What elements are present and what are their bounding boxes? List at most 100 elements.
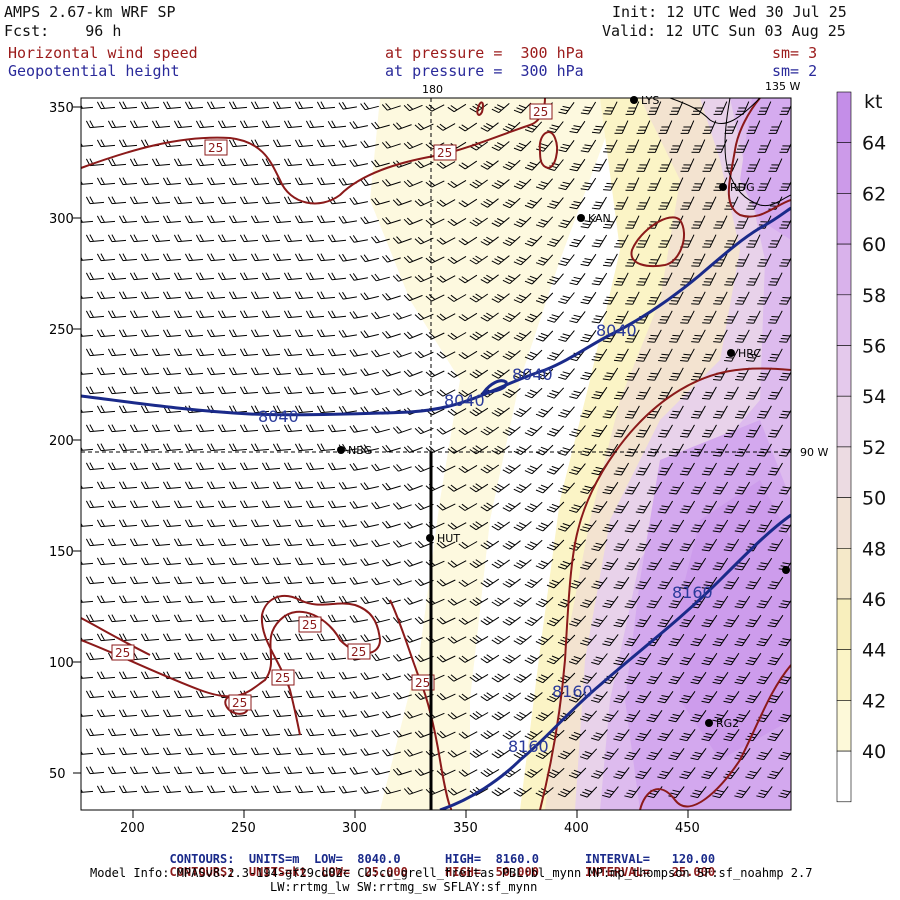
station-marker (577, 214, 585, 222)
footer-speed-high: HIGH= 50.000 (445, 865, 539, 879)
color-scale-label: 44 (862, 640, 886, 662)
height-label-8040-d: 8040 (596, 321, 637, 340)
y-axis: 350 300 250 200 150 100 50 (49, 101, 81, 782)
height-label-8040-c: 8040 (512, 365, 553, 384)
color-scale-swatch (836, 142, 852, 194)
height-label-8160-c: 8160 (508, 737, 549, 756)
map-frame (80, 97, 792, 811)
station-label: LYS (641, 94, 659, 107)
station-marker (426, 534, 434, 542)
field2-level: at pressure = 300 hPa (385, 62, 584, 80)
footer-speed-low: CONTOURS: UNITS=kt LOW= 25.000 (169, 865, 408, 879)
color-scale-label: 48 (862, 538, 886, 560)
x-tick-label: 450 (675, 821, 700, 836)
color-scale-label: 60 (862, 234, 886, 256)
speed-label-25: 25 (302, 618, 317, 632)
color-scale-swatch (836, 750, 852, 803)
color-scale-swatch (836, 395, 852, 448)
height-label-8040-b: 8040 (444, 391, 485, 410)
y-tick-label: 50 (49, 767, 66, 782)
x-tick-label: 350 (453, 821, 478, 836)
meridian-labels: 180 135 W 90 W (422, 80, 828, 459)
x-tick-label: 250 (231, 821, 256, 836)
station-marker (727, 349, 735, 357)
color-scale-swatch (836, 649, 852, 701)
meridian-label-90w: 90 W (800, 446, 828, 459)
station-label: KAN (588, 212, 611, 225)
color-scale-swatch (836, 598, 852, 651)
forecast-hour: Fcst: 96 h (4, 22, 122, 40)
color-scale-label: 52 (862, 437, 886, 459)
color-scale-label: 56 (862, 336, 886, 358)
valid-time: Valid: 12 UTC Sun 03 Aug 25 (602, 22, 846, 40)
x-tick-label: 300 (342, 821, 367, 836)
x-axis: 200 250 300 350 400 450 (120, 810, 700, 836)
footer-speed-interval: INTERVAL= 25.000 (585, 865, 716, 879)
wind-speed-shading (81, 98, 791, 810)
color-scale-swatch (836, 91, 852, 144)
field2-name: Geopotential height (8, 62, 180, 80)
station-marker (337, 446, 345, 454)
color-scale-swatch (836, 497, 852, 549)
footer-model-info: Model Info: MPASv8.2.3-194-gf29cd82c CU:… (90, 866, 813, 880)
color-scale-swatch (836, 446, 852, 498)
wind-barbs (81, 101, 791, 799)
color-scale-label: 64 (862, 133, 886, 155)
station-label: HUT (437, 532, 460, 545)
wind-speed-contours (81, 98, 791, 810)
y-tick-label: 150 (49, 545, 74, 560)
x-tick-label: 400 (564, 821, 589, 836)
color-scale-swatch (836, 294, 852, 346)
color-scale-label: 40 (862, 741, 886, 763)
footer-height-high: HIGH= 8160.0 (445, 852, 539, 866)
color-scale-label: 62 (862, 183, 886, 205)
color-scale-label: 42 (862, 690, 886, 712)
station-marker (630, 96, 638, 104)
footer-height-interval: INTERVAL= 120.00 (585, 852, 716, 866)
station-label: HRC (738, 347, 761, 360)
color-scale-label: 58 (862, 285, 886, 307)
stations: LYS RDG KAN HRC NBG HUT RG2 (337, 94, 790, 730)
color-scale-swatch (836, 345, 852, 397)
station-marker (719, 183, 727, 191)
meridian-label-135w: 135 W (765, 80, 800, 93)
station-label: NBG (348, 444, 372, 457)
y-tick-label: 300 (49, 212, 74, 227)
y-tick-label: 350 (49, 101, 74, 116)
color-scale-label: 50 (862, 488, 886, 510)
y-tick-label: 100 (49, 656, 74, 671)
color-scale (836, 91, 852, 803)
y-tick-label: 200 (49, 434, 74, 449)
speed-label-25: 25 (115, 646, 130, 660)
graticule (81, 98, 791, 810)
speed-label-25: 25 (208, 141, 223, 155)
field2-smoothing: sm= 2 (772, 62, 818, 80)
footer-height-low: CONTOURS: UNITS=m LOW= 8040.0 (169, 852, 401, 866)
color-scale-label: 46 (862, 589, 886, 611)
field1-name: Horizontal wind speed (8, 44, 198, 62)
height-label-8160-b: 8160 (552, 682, 593, 701)
station-marker (705, 719, 713, 727)
footer-height-info: CONTOURS: UNITS=m LOW= 8040.0 HIGH= 8160… (155, 840, 715, 866)
y-tick-label: 250 (49, 323, 74, 338)
height-contours (81, 206, 791, 810)
color-scale-swatch (836, 243, 852, 296)
footer-physics-info: LW:rrtmg_lw SW:rrtmg_sw SFLAY:sf_mynn (270, 880, 538, 894)
height-label-8160-a: 8160 (672, 583, 713, 602)
speed-label-25: 25 (232, 696, 247, 710)
station-label: RDG (730, 181, 755, 194)
height-label-8040-a: 8040 (258, 407, 299, 426)
model-title: AMPS 2.67-km WRF SP (4, 3, 176, 21)
station-marker (782, 566, 790, 574)
height-contour-labels: 8040 8040 8040 8040 8160 8160 8160 (258, 321, 713, 756)
speed-contour-labels: 25 25 25 25 25 25 25 25 25 (111, 103, 553, 711)
station-label: RG2 (716, 717, 739, 730)
color-scale-swatch (836, 193, 852, 245)
speed-label-25: 25 (415, 676, 430, 690)
field1-level: at pressure = 300 hPa (385, 44, 584, 62)
color-scale-label: 54 (862, 386, 886, 408)
x-tick-label: 200 (120, 821, 145, 836)
field1-smoothing: sm= 3 (772, 44, 818, 62)
speed-label-25: 25 (437, 146, 452, 160)
